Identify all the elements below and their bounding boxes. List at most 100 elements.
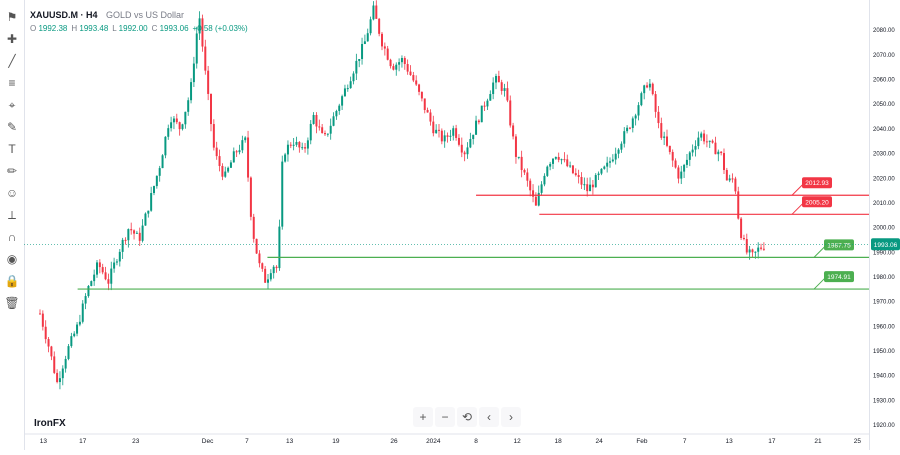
candle-body (64, 358, 67, 369)
fib-icon[interactable]: ≡ (8, 76, 16, 90)
candle-body (252, 216, 255, 239)
candle-body (734, 178, 737, 192)
candle-body (190, 82, 193, 101)
candle-body (449, 135, 452, 137)
candle-body (218, 156, 221, 166)
candle-body (623, 131, 626, 144)
y-tick-label: 1980.00 (873, 275, 895, 281)
candle-body (654, 94, 657, 112)
candle-body (543, 175, 546, 185)
candle-body (534, 196, 537, 206)
y-tick-label: 1950.00 (873, 349, 895, 355)
candle-body (492, 82, 495, 95)
candle-body (275, 266, 278, 269)
candle-body (557, 156, 560, 160)
candle-body (341, 96, 344, 106)
flag-icon[interactable]: ⚑ (6, 10, 18, 24)
candle-body (571, 165, 574, 174)
scroll-right-button[interactable]: › (501, 407, 521, 427)
candle-body (566, 159, 569, 167)
current-price-label: 1993.06 (874, 242, 898, 249)
candle-body (609, 161, 611, 163)
candle-body (720, 151, 723, 154)
candle-body (130, 229, 133, 231)
candle-body (187, 100, 190, 112)
x-tick-label: 13 (286, 438, 294, 445)
lock-icon[interactable]: 🔒 (4, 274, 20, 288)
candle-body (637, 105, 640, 116)
candle-body (742, 237, 745, 240)
emoji-icon[interactable]: ☺ (5, 186, 19, 200)
candle-body (378, 18, 381, 34)
ohlc-readout: O 1992.38 H 1993.48 L 1992.00 C 1993.06 +0.5… (30, 24, 248, 33)
scroll-left-button[interactable]: ‹ (479, 407, 499, 427)
candle-body (500, 82, 503, 91)
candle-body (731, 178, 734, 180)
price-axis[interactable]: 1920.00 1930.00 1940.00 1950.00 1960.00 1970.… (869, 0, 900, 450)
candle-body (740, 218, 743, 238)
candle-body (315, 114, 318, 127)
candle-body (329, 125, 332, 134)
x-tick-label: 17 (768, 438, 776, 445)
reset-chart-button[interactable]: ⟲ (457, 407, 477, 427)
candle-body (58, 378, 61, 383)
brush-icon[interactable]: ✎ (6, 120, 18, 134)
candle-body (124, 239, 127, 241)
ohlc-label-l: L (112, 24, 119, 33)
candle-body (201, 18, 204, 47)
y-tick-label: 1960.00 (873, 324, 895, 330)
y-tick-label: 1970.00 (873, 300, 895, 306)
eye-icon[interactable]: ◉ (6, 252, 18, 266)
trash-icon[interactable]: 🗑 (4, 296, 20, 310)
candle-body (153, 186, 155, 194)
candle-body (278, 226, 281, 269)
candle-body (552, 158, 554, 164)
candle-body (207, 70, 210, 94)
candle-body (238, 150, 241, 153)
ohlc-label-h: H (71, 24, 80, 33)
magnet-icon[interactable]: ∩ (7, 230, 17, 244)
x-tick-label: 7 (245, 438, 249, 445)
candle-body (723, 153, 725, 170)
candle-body (164, 136, 167, 156)
candle-body (221, 165, 224, 177)
y-tick-label: 2010.00 (873, 201, 895, 207)
candle-body (264, 268, 267, 283)
pencil-icon[interactable]: ✏ (6, 164, 18, 178)
candle-body (212, 124, 215, 148)
level-label-box (824, 271, 854, 283)
candle-body (523, 170, 526, 173)
candle-body (192, 63, 195, 83)
x-tick-label: 18 (555, 438, 563, 445)
candle-body (267, 279, 269, 283)
zoom-out-button[interactable]: − (435, 407, 455, 427)
candle-body (235, 151, 238, 153)
candle-body (113, 262, 116, 269)
y-tick-label: 2000.00 (873, 226, 895, 232)
x-tick-label: 7 (683, 438, 687, 445)
x-tick-label: 2024 (426, 438, 441, 445)
chart-area[interactable]: 2012.93 2005.20 1987.75 1974.91 13 17 23 Dec 7 13… (24, 0, 869, 450)
crosshair-icon[interactable]: ✚ (6, 32, 18, 46)
price-chart[interactable]: 2012.93 2005.20 1987.75 1974.91 13 17 23 Dec 7 13… (24, 0, 869, 450)
candle-body (728, 178, 731, 181)
pattern-icon[interactable]: ⌖ (8, 97, 16, 112)
y-tick-label: 2060.00 (873, 78, 895, 84)
zoom-in-button[interactable]: + (413, 407, 433, 427)
candle-body (281, 161, 284, 227)
candle-body (600, 168, 603, 174)
x-tick-label: 8 (474, 438, 478, 445)
candle-body (292, 144, 295, 146)
level-label-resistance: 2012.93 (805, 180, 829, 187)
candle-body (725, 169, 728, 181)
candle-body (386, 48, 389, 60)
trend-line-icon[interactable]: ╱ (8, 54, 16, 68)
candle-body (514, 136, 517, 157)
ruler-icon[interactable]: ⟂ (7, 207, 16, 222)
text-icon[interactable]: T (8, 142, 16, 156)
candle-body (455, 128, 458, 138)
candle-body (249, 177, 252, 217)
y-tick-label: 2030.00 (873, 152, 895, 158)
level-label-box (802, 196, 832, 208)
candle-body (301, 147, 304, 149)
